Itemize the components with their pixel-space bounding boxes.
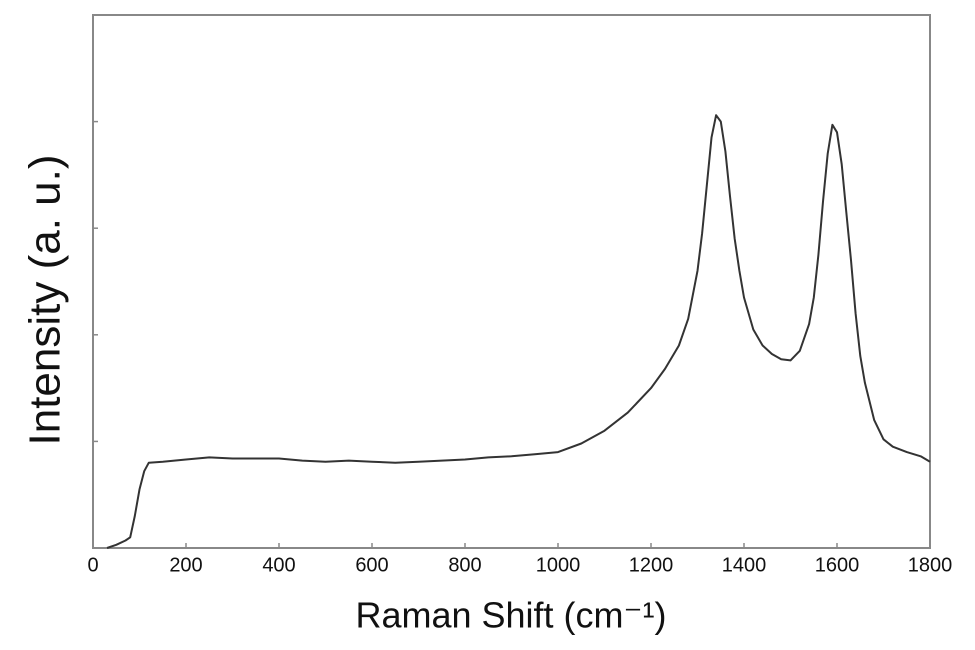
x-tick-label: 600 <box>355 554 388 576</box>
x-tick-label: 1200 <box>629 554 674 576</box>
x-tick-label: 400 <box>262 554 295 576</box>
x-axis-label: Raman Shift (cm⁻¹) <box>355 595 666 636</box>
x-tick-label: 1400 <box>722 554 767 576</box>
x-tick-label: 1600 <box>815 554 860 576</box>
spectrum-line <box>106 114 931 549</box>
y-axis-label: Intensity (a. u.) <box>21 154 70 445</box>
plot-frame <box>92 14 931 549</box>
x-tick-label: 1800 <box>908 554 953 576</box>
x-tick-label: 0 <box>87 554 98 576</box>
x-tick-label: 1000 <box>536 554 581 576</box>
x-tick-label: 200 <box>169 554 202 576</box>
x-tick-label: 800 <box>448 554 481 576</box>
